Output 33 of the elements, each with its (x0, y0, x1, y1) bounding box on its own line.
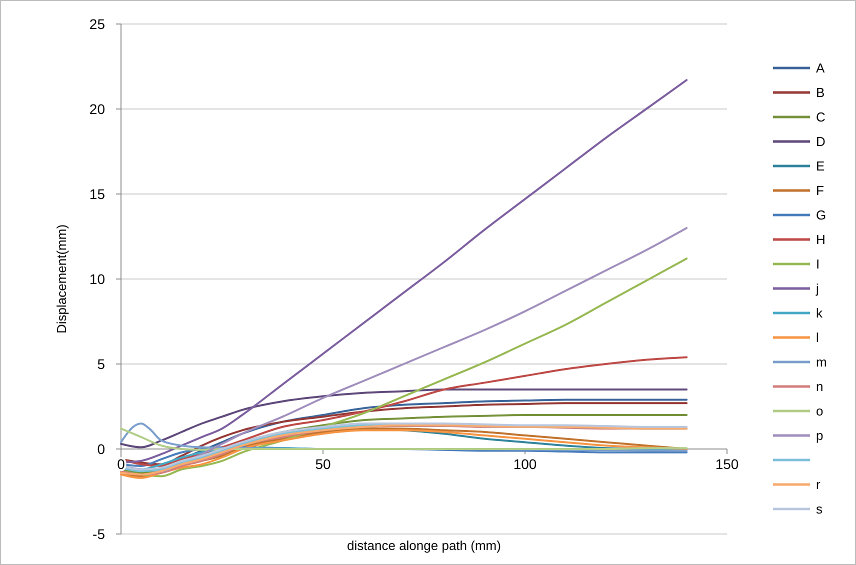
legend-label: r (816, 477, 821, 492)
legend-label: o (816, 404, 824, 419)
legend-label: B (816, 85, 825, 100)
legend-label: G (816, 208, 826, 223)
legend-label: C (816, 110, 826, 125)
line-series (120, 428, 688, 451)
y-tick-label: 5 (97, 356, 106, 372)
legend-label: k (816, 306, 823, 321)
y-axis-title: Displacement(mm) (54, 224, 69, 334)
legend-label: E (816, 158, 825, 174)
legend-label: H (816, 232, 826, 248)
legend-label: A (816, 60, 825, 76)
y-tick-label: 20 (89, 100, 106, 117)
legend-label: I (816, 256, 820, 272)
legend-label: D (816, 134, 826, 150)
legend-label: j (815, 281, 819, 296)
legend-label: l (816, 330, 819, 346)
x-tick-label: 150 (715, 456, 739, 472)
x-tick-label: 0 (117, 456, 126, 472)
y-tick-label: 25 (89, 16, 106, 32)
y-tick-label: 15 (89, 186, 106, 202)
legend-label: n (816, 379, 824, 394)
x-axis-title: distance alonge path (mm) (347, 538, 501, 553)
x-tick-label: 50 (315, 456, 331, 472)
legend-label: m (816, 354, 827, 370)
line-series (120, 388, 688, 448)
legend-label: F (816, 183, 824, 198)
y-tick-label: 0 (97, 440, 106, 457)
legend-label: s (816, 502, 823, 517)
legend-label: p (816, 428, 824, 444)
x-tick-label: 100 (513, 456, 537, 472)
y-tick-label: -5 (92, 526, 106, 542)
y-tick-label: 10 (89, 270, 106, 287)
